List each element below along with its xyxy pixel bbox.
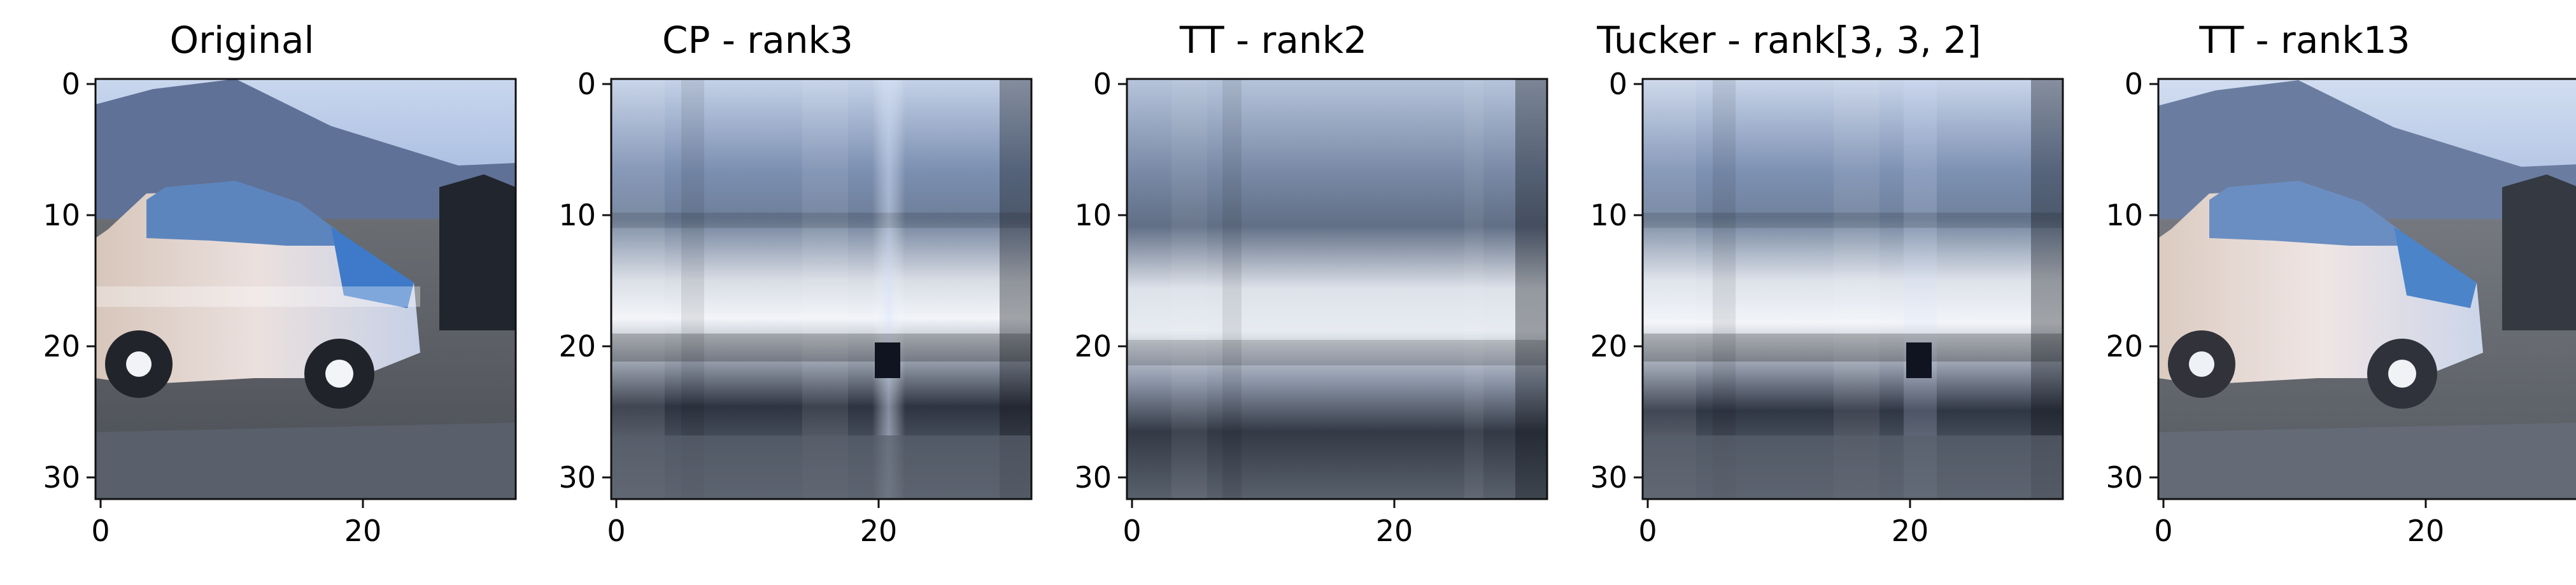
x-tick-label: 0 (1638, 514, 1657, 548)
y-tick-label: 20 (43, 329, 80, 363)
image-axes: 0 10 20 30 0 20 (1074, 67, 1548, 548)
y-tick-label: 0 (2125, 67, 2143, 101)
image-axes: 0 10 20 30 0 20 (558, 67, 1033, 548)
image-axes: 0 10 20 30 0 20 (1590, 67, 2064, 548)
y-tick-label: 10 (2105, 198, 2143, 232)
y-tick-label: 10 (1074, 198, 1112, 232)
panel-tt-rank2: TT - rank2 (1031, 0, 1548, 582)
x-tick-label: 0 (607, 514, 625, 548)
y-tick-label: 0 (1609, 67, 1627, 101)
photo-tt-rank13 (2158, 79, 2576, 499)
plot-tt-rank13: 0 10 20 30 0 20 (2063, 67, 2576, 582)
y-tick-label: 20 (558, 329, 596, 363)
image-axes: 0 10 20 30 0 20 (43, 67, 517, 548)
image-axes: 0 10 20 30 0 20 (2105, 67, 2576, 548)
x-tick-label: 20 (2407, 514, 2445, 548)
panel-tucker-rank: Tucker - rank[3, 3, 2] (1547, 0, 2064, 582)
plot-tt-rank2: 0 10 20 30 0 20 (1031, 67, 1548, 582)
y-tick-label: 0 (577, 67, 596, 101)
y-tick-label: 0 (62, 67, 80, 101)
panel-cp-rank3: CP - rank3 (516, 0, 1033, 582)
panel-title: Original (169, 18, 315, 62)
y-tick-label: 30 (43, 460, 80, 495)
x-tick-label: 0 (91, 514, 110, 548)
y-tick-label: 10 (558, 198, 596, 232)
plot-cp-rank3: 0 10 20 30 0 20 (516, 67, 1033, 582)
y-tick-label: 20 (1074, 329, 1112, 363)
x-tick-label: 20 (1892, 514, 1929, 548)
y-tick-label: 10 (1590, 198, 1627, 232)
x-tick-label: 20 (344, 514, 382, 548)
panel-title: TT - rank2 (1179, 18, 1368, 62)
plot-original: 0 10 20 30 0 20 (0, 67, 517, 582)
y-tick-label: 20 (1590, 329, 1627, 363)
y-tick-label: 30 (1590, 460, 1627, 495)
y-tick-label: 20 (2105, 329, 2143, 363)
y-tick-label: 30 (558, 460, 596, 495)
panel-title: Tucker - rank[3, 3, 2] (1597, 18, 1981, 62)
photo-tucker-rank (1643, 79, 2063, 499)
y-tick-label: 10 (43, 198, 80, 232)
panel-original: Original (0, 0, 517, 582)
x-tick-label: 0 (2154, 514, 2172, 548)
panel-title: CP - rank3 (662, 18, 853, 62)
panel-tt-rank13: TT - rank13 (2063, 0, 2576, 582)
x-tick-label: 20 (1376, 514, 1413, 548)
x-tick-label: 0 (1122, 514, 1141, 548)
y-tick-label: 30 (1074, 460, 1112, 495)
plot-tucker-rank: 0 10 20 30 0 20 (1547, 67, 2064, 582)
y-tick-label: 30 (2105, 460, 2143, 495)
panel-title: TT - rank13 (2199, 18, 2410, 62)
photo-tt-rank2 (1127, 79, 1547, 499)
photo-original (96, 79, 516, 499)
x-tick-label: 20 (860, 514, 898, 548)
photo-cp-rank3 (611, 79, 1031, 499)
y-tick-label: 0 (1093, 67, 1112, 101)
